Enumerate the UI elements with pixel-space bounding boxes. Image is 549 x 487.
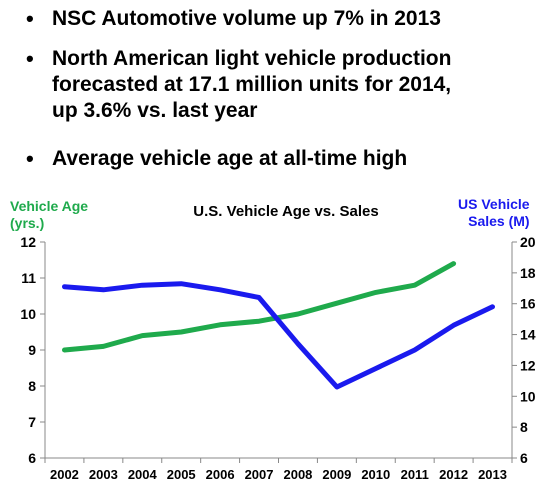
x-tick-label: 2009 <box>322 467 351 482</box>
x-tick-label: 2008 <box>283 467 312 482</box>
vehicle-age-line <box>62 261 457 353</box>
left-tick-label: 10 <box>20 306 36 322</box>
right-tick-label: 16 <box>520 296 536 312</box>
right-tick-label: 12 <box>520 357 536 373</box>
x-tick-label: 2010 <box>361 467 390 482</box>
left-tick-label: 7 <box>28 414 36 430</box>
left-tick-label: 6 <box>28 450 36 466</box>
x-tick-label: 2004 <box>128 467 158 482</box>
x-tick-label: 2002 <box>50 467 79 482</box>
x-tick-label: 2006 <box>206 467 235 482</box>
bullet-item: • Average vehicle age at all-time high <box>26 146 532 172</box>
x-tick-label: 2013 <box>478 467 507 482</box>
x-tick-label: 2007 <box>245 467 274 482</box>
bullet-dot: • <box>26 6 34 31</box>
left-axis-title-line: (yrs.) <box>10 215 45 231</box>
right-axis-title-line: Sales (M) <box>468 213 530 229</box>
x-tick-label: 2005 <box>167 467 196 482</box>
chart-title: U.S. Vehicle Age vs. Sales <box>193 203 378 220</box>
bullet-dot: • <box>26 146 34 171</box>
right-tick-label: 10 <box>520 388 536 404</box>
vehicle-sales-line <box>62 281 495 390</box>
bullet-item: • North American light vehicle productio… <box>26 46 482 124</box>
left-tick-label: 8 <box>28 378 36 394</box>
right-tick-label: 20 <box>520 234 536 250</box>
bullet-dot: • <box>26 46 34 71</box>
right-tick-label: 8 <box>520 419 528 435</box>
right-axis-title-line: US Vehicle <box>458 196 530 212</box>
bullet-text: Average vehicle age at all-time high <box>52 147 408 170</box>
right-tick-label: 14 <box>520 327 536 343</box>
right-axis-title: US Vehicle Sales (M) <box>458 196 530 230</box>
bullet-text: NSC Automotive volume up 7% in 2013 <box>52 7 441 30</box>
x-tick-label: 2003 <box>89 467 118 482</box>
left-axis-title: Vehicle Age (yrs.) <box>10 198 88 232</box>
bullet-item: • NSC Automotive volume up 7% in 2013 <box>26 6 532 32</box>
left-tick-label: 9 <box>28 342 36 358</box>
right-tick-label: 6 <box>520 450 528 466</box>
right-tick-label: 18 <box>520 265 536 281</box>
left-tick-label: 11 <box>21 270 36 286</box>
left-axis-title-line: Vehicle Age <box>10 198 89 214</box>
x-tick-label: 2011 <box>401 467 429 482</box>
left-tick-label: 12 <box>20 234 36 250</box>
bullet-text: North American light vehicle production … <box>52 47 452 122</box>
x-tick-label: 2012 <box>439 467 468 482</box>
